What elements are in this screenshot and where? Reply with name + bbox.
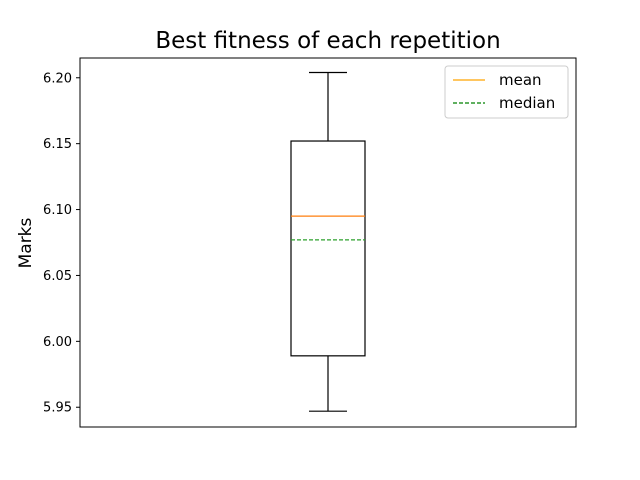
- plot-area: [290, 71, 366, 412]
- y-axis: 5.95 6.00 6.05 6.10 6.15 6.20: [43, 71, 80, 416]
- y-tick-label: 5.95: [43, 401, 72, 416]
- legend-box: [444, 65, 569, 119]
- legend-label-mean: mean: [499, 71, 542, 89]
- axes-frame: [79, 57, 577, 428]
- legend-label-median: median: [499, 94, 555, 112]
- chart-title: Best fitness of each repetition: [155, 28, 500, 54]
- y-tick-label: 6.05: [43, 269, 72, 284]
- y-tick-label: 6.20: [43, 71, 72, 86]
- y-tick-label: 6.10: [43, 203, 72, 218]
- interquartile-box: [290, 140, 366, 357]
- legend: mean median: [444, 65, 569, 119]
- y-tick-label: 6.00: [43, 335, 72, 350]
- y-axis-label: Marks: [16, 217, 36, 268]
- y-tick-label: 6.15: [43, 137, 72, 152]
